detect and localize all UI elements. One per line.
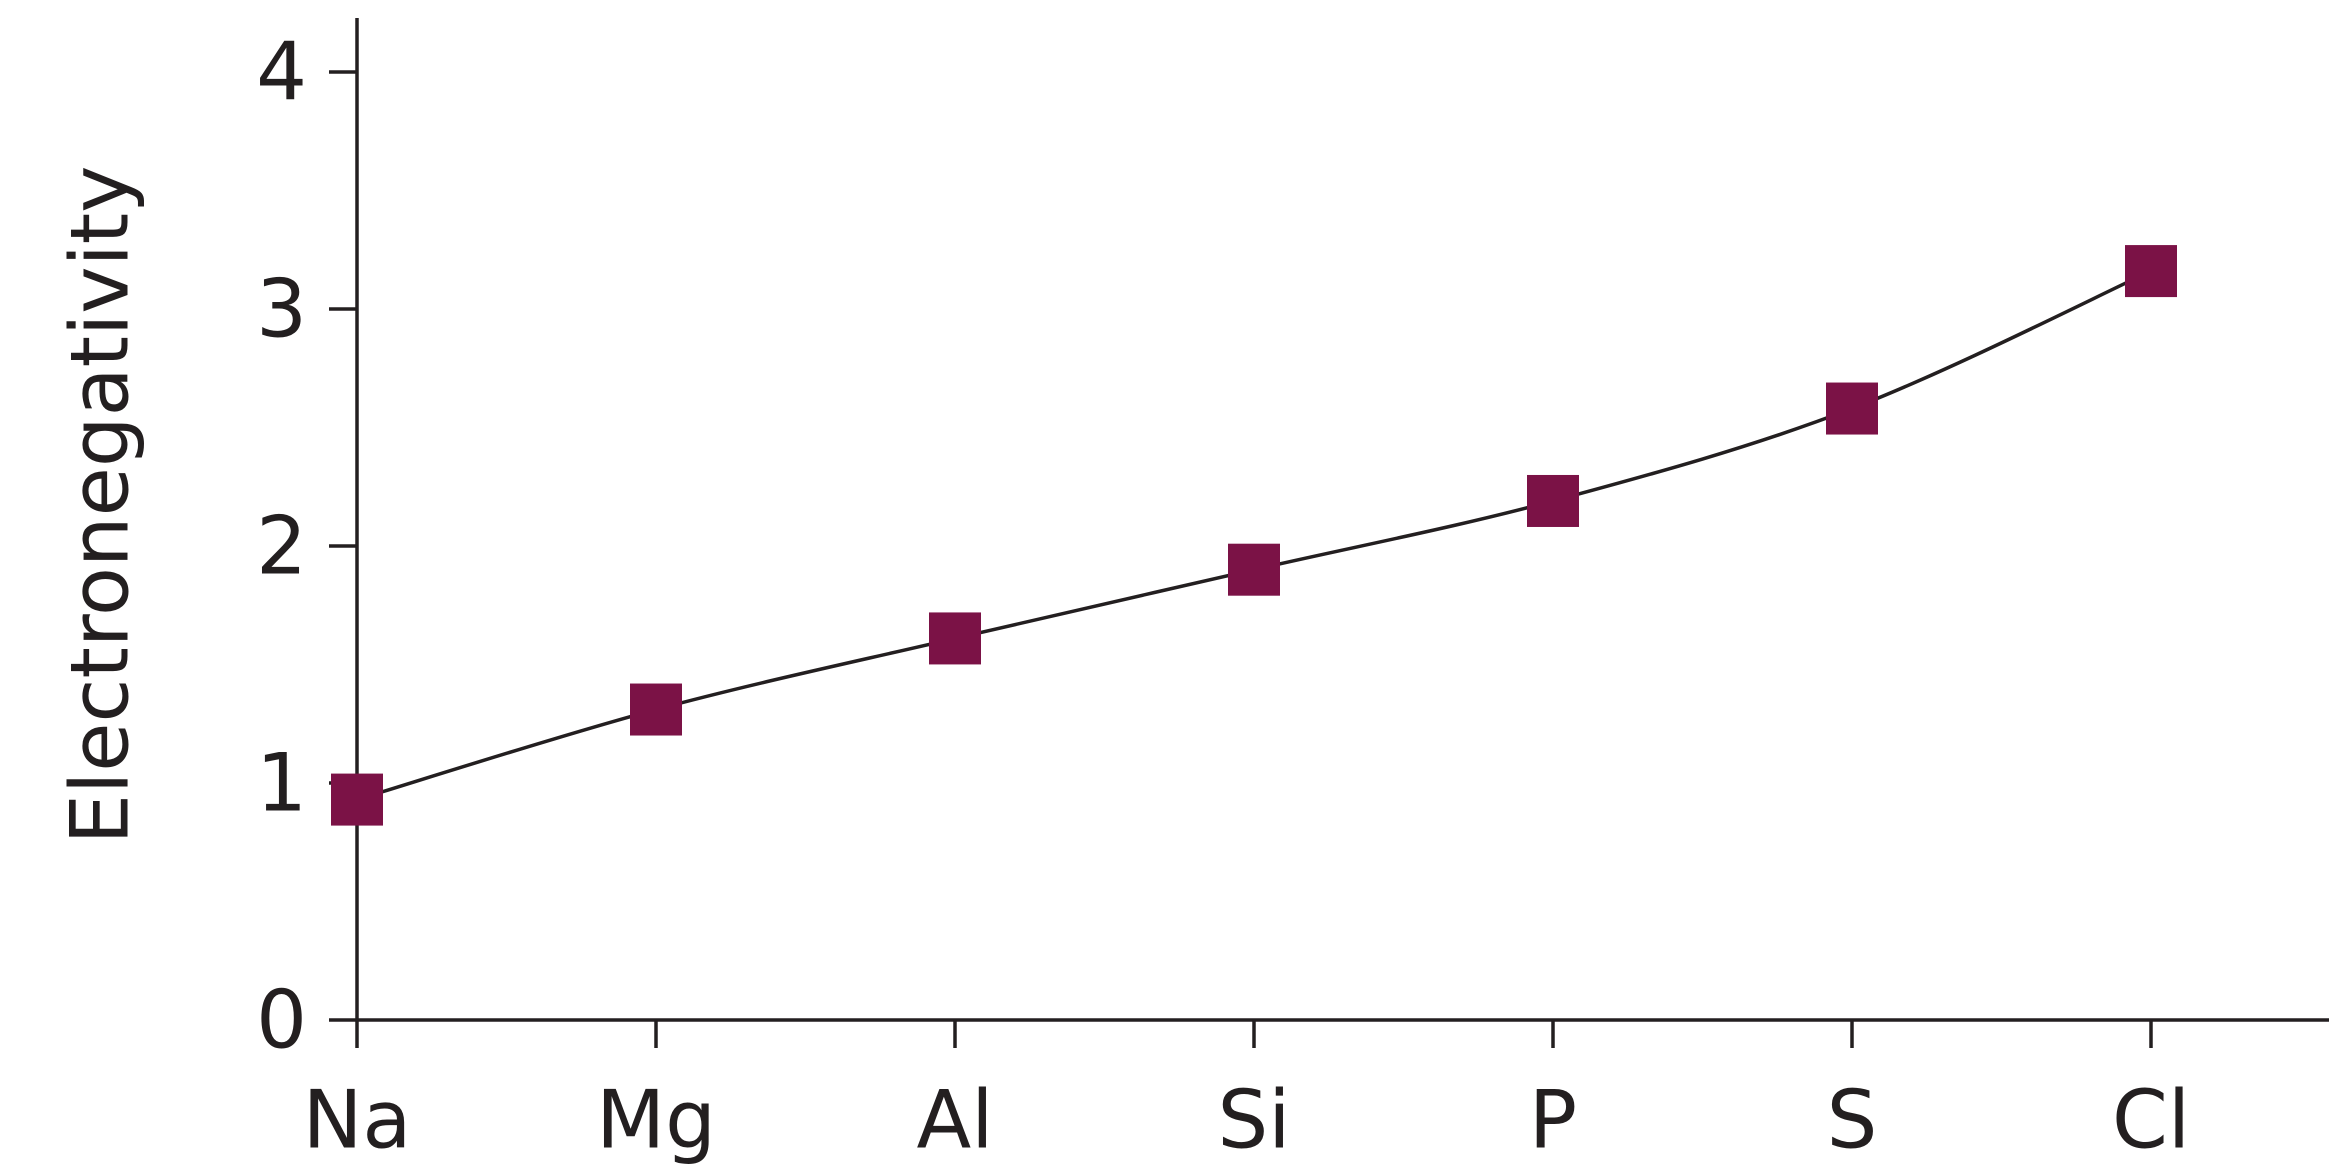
y-tick-label: 0	[256, 974, 307, 1067]
y-tick-label: 1	[256, 737, 307, 830]
series-line	[356, 269, 2152, 802]
data-point-mg	[630, 683, 682, 736]
x-ticks-group: Na Mg Al Si P S Cl	[303, 1020, 2190, 1167]
y-tick-label: 3	[256, 263, 307, 356]
series-line-group	[356, 269, 2152, 802]
y-axis-title: Electronegativity	[54, 165, 147, 844]
y-tick-label: 2	[256, 500, 307, 593]
x-tick-label-al: Al	[917, 1074, 994, 1167]
data-point-si	[1228, 543, 1280, 596]
y-ticks-group: 0 1 2 3 4	[256, 26, 357, 1067]
data-point-cl	[2125, 245, 2177, 298]
axes-group	[355, 18, 2329, 1022]
data-point-na	[331, 773, 383, 826]
markers-group	[331, 245, 2177, 826]
y-tick-label: 4	[256, 26, 307, 119]
x-tick-label-mg: Mg	[596, 1074, 716, 1167]
x-tick-label-p: P	[1529, 1074, 1577, 1167]
data-point-p	[1527, 474, 1579, 527]
x-tick-label-cl: Cl	[2112, 1074, 2190, 1167]
x-tick-label-s: S	[1827, 1074, 1878, 1167]
data-point-s	[1826, 382, 1878, 435]
data-point-al	[929, 612, 981, 665]
x-tick-label-na: Na	[303, 1074, 412, 1167]
x-tick-label-si: Si	[1217, 1074, 1290, 1167]
